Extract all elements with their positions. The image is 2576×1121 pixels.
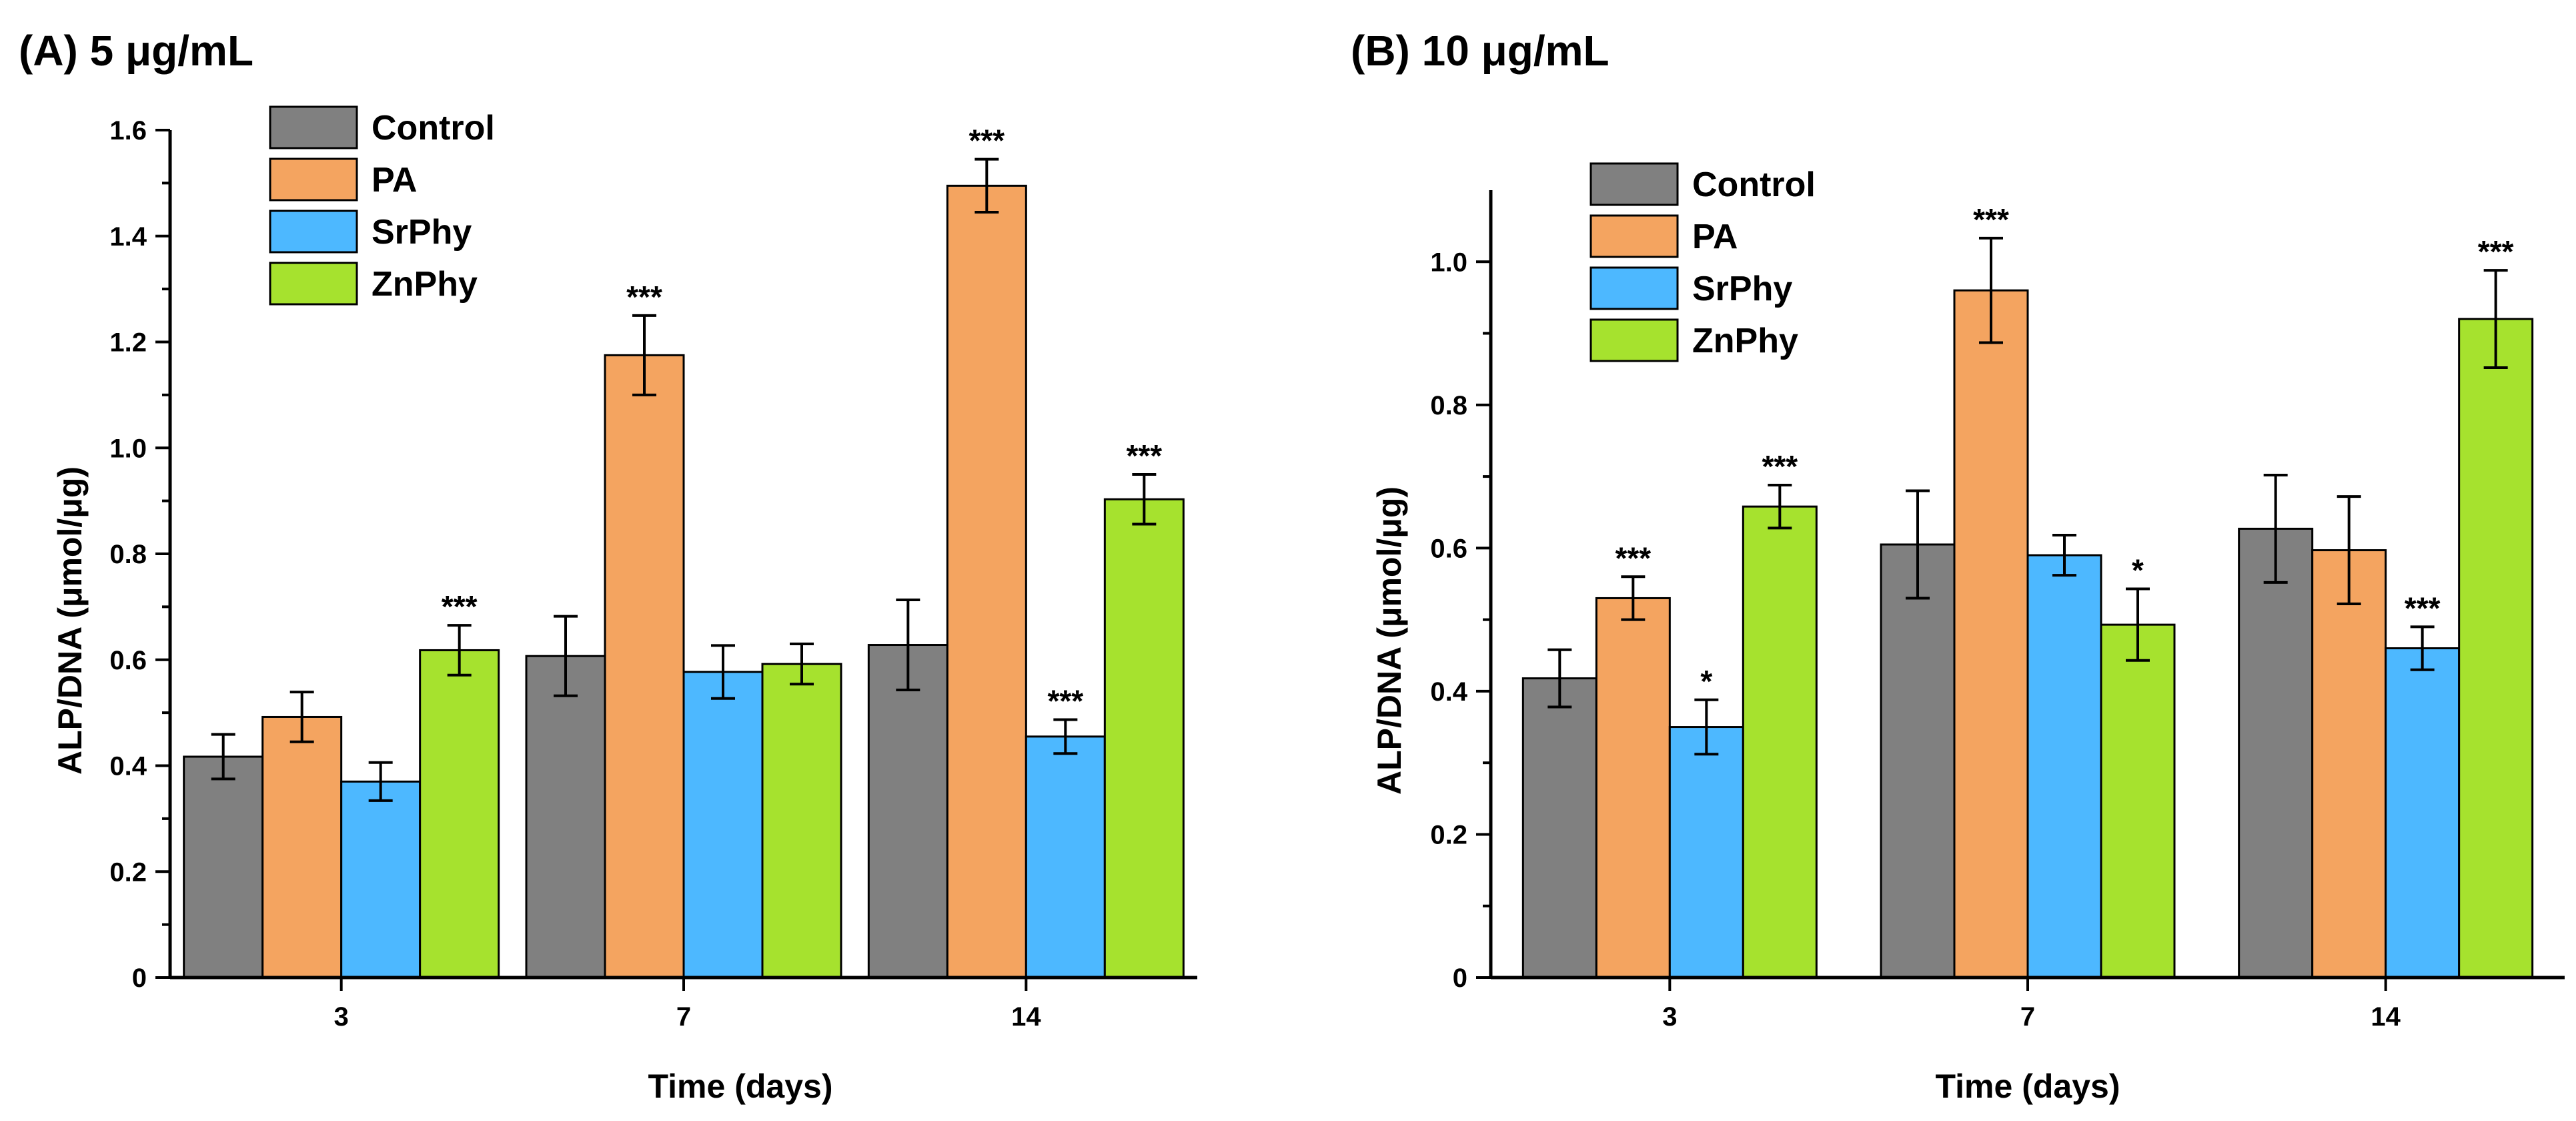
panel-b-bar-srphy-day-7	[2026, 554, 2102, 979]
panel-a-y-axis-label: ALP/DNA (μmol/μg)	[51, 466, 89, 775]
panel-b-y-tick-label: 1.0	[1430, 248, 1467, 277]
panel-a-y-tick-label: 0.2	[109, 857, 147, 887]
panel-a-bar-control-day-3	[183, 755, 264, 979]
panel-b-bar-srphy-day-14	[2385, 647, 2461, 979]
panel-a-bar-znphy-day-3	[419, 649, 500, 979]
panel-b-bar-pa-day-3	[1595, 597, 1671, 979]
panel-b-x-tick-label: 7	[2020, 1002, 2035, 1032]
panel-b-y-tick-label: 0.4	[1430, 677, 1467, 707]
panel-b-legend-label-control: Control	[1692, 165, 1816, 204]
panel-b-y-tick-label: 0.2	[1430, 820, 1467, 849]
panel-a-legend-label-control: Control	[372, 109, 495, 147]
panel-a-bar-znphy-day-7	[761, 663, 842, 979]
panel-a-chart: (A) 5 μg/mL ALP/DNA (μmol/μg) Time (days…	[19, 27, 1197, 1105]
panel-a-title: (A) 5 μg/mL	[19, 27, 253, 75]
panel-a-y-tick-label: 1.0	[109, 434, 147, 463]
panel-b-significance-marker: ***	[1615, 540, 1651, 575]
panel-b-legend-swatch-control	[1589, 162, 1679, 206]
panel-b-legend: Control PA SrPhy ZnPhy	[1589, 162, 1816, 362]
panel-a-legend-swatch-pa	[269, 157, 358, 202]
panel-a-axes	[168, 130, 1197, 980]
panel-b-y-tick-label: 0.6	[1430, 534, 1467, 563]
panel-a-y-tick-label: 0	[132, 964, 147, 993]
panel-a-bar-pa-day-3	[261, 715, 343, 979]
panel-a-bar-control-day-14	[867, 644, 948, 979]
panel-b-legend-swatch-srphy	[1589, 266, 1679, 310]
panel-a-ticks: 0 0.2 0.4 0.6 0.8 1.0 1.2 1.4 1.6 3 7 14	[109, 116, 1041, 1032]
panel-b-bar-znphy-day-3	[1742, 505, 1818, 979]
panel-b-title: (B) 10 μg/mL	[1351, 27, 1609, 75]
panel-b-bar-pa-day-7	[1953, 289, 2029, 979]
panel-b-bar-control-day-14	[2238, 527, 2314, 979]
panel-a-bar-pa-day-14	[946, 184, 1027, 979]
panel-a-legend-swatch-control	[269, 105, 358, 149]
panel-a-significance-marker: ***	[442, 589, 478, 624]
panel-a-x-tick-label: 7	[676, 1002, 691, 1032]
panel-b-bar-control-day-7	[1880, 543, 1956, 979]
panel-b-x-tick-label: 14	[2371, 1002, 2401, 1032]
panel-a-significance-marker: ***	[1047, 683, 1083, 718]
panel-a-legend-label-srphy: SrPhy	[372, 213, 472, 252]
panel-a-bar-srphy-day-7	[682, 671, 764, 979]
panel-b-legend-label-srphy: SrPhy	[1692, 270, 1792, 308]
panel-b-legend-label-znphy: ZnPhy	[1692, 322, 1798, 360]
panel-a-x-axis-label: Time (days)	[648, 1068, 833, 1105]
panel-b-bar-znphy-day-7	[2100, 623, 2176, 979]
panel-b-y-tick-label: 0.8	[1430, 391, 1467, 420]
panel-b-significance-marker: *	[2132, 553, 2144, 588]
panel-b-legend-label-pa: PA	[1692, 218, 1738, 256]
panel-b-significance-marker: ***	[1973, 202, 2009, 237]
panel-a-significance-marker: ***	[626, 280, 662, 314]
panel-a-significance-marker: ***	[1126, 438, 1162, 473]
panel-b-y-tick-label: 0	[1453, 964, 1467, 993]
panel-a-x-tick-label: 3	[334, 1002, 349, 1032]
panel-b-y-axis-label: ALP/DNA (μmol/μg)	[1371, 486, 1408, 795]
panel-b-significance-marker: ***	[2478, 234, 2514, 269]
panel-b-bar-pa-day-14	[2311, 549, 2387, 979]
panel-a-y-tick-label: 1.4	[109, 222, 147, 252]
panel-b-x-tick-label: 3	[1662, 1002, 1677, 1032]
panel-a-significance-marker: ***	[969, 123, 1005, 158]
panel-a-x-tick-label: 14	[1011, 1002, 1041, 1032]
panel-a-y-tick-label: 1.2	[109, 328, 147, 358]
panel-a-bar-srphy-day-14	[1025, 735, 1106, 979]
panel-b-ticks: 0 0.2 0.4 0.6 0.8 1.0 3 7 14	[1430, 248, 2401, 1032]
panel-a-y-tick-label: 0.4	[109, 752, 147, 781]
panel-a-bars: *** *** *** *** ***	[183, 123, 1185, 979]
panel-a-y-tick-label: 1.6	[109, 116, 147, 145]
panel-a-y-tick-label: 0.6	[109, 646, 147, 675]
panel-a-legend-label-pa: PA	[372, 161, 417, 200]
panel-b-legend-swatch-pa	[1589, 214, 1679, 258]
panel-b-significance-marker: *	[1700, 664, 1712, 699]
panel-a-legend-label-znphy: ZnPhy	[372, 265, 478, 304]
panel-a-legend-swatch-znphy	[269, 262, 358, 306]
panel-a-legend: Control PA SrPhy ZnPhy	[269, 105, 495, 306]
panel-a-bar-srphy-day-3	[340, 780, 422, 979]
panel-b-bars: *****************	[1521, 202, 2534, 979]
panel-b-significance-marker: ***	[2405, 591, 2441, 625]
panel-b-bar-control-day-3	[1521, 677, 1597, 979]
panel-b-legend-swatch-znphy	[1589, 318, 1679, 362]
panel-a-y-tick-label: 0.8	[109, 540, 147, 569]
panel-b-axes	[1489, 190, 2565, 980]
panel-a-legend-swatch-srphy	[269, 210, 358, 254]
panel-a-bar-znphy-day-14	[1103, 498, 1185, 979]
panel-b-bar-znphy-day-14	[2458, 318, 2534, 979]
panel-a-bar-pa-day-7	[604, 354, 685, 979]
panel-b-bar-srphy-day-3	[1668, 726, 1744, 979]
panel-b-significance-marker: ***	[1762, 449, 1798, 484]
panel-b-chart: (B) 10 μg/mL ALP/DNA (μmol/μg) Time (day…	[1351, 27, 2565, 1105]
panel-a-bar-control-day-7	[525, 655, 606, 979]
panel-b-x-axis-label: Time (days)	[1936, 1068, 2120, 1105]
